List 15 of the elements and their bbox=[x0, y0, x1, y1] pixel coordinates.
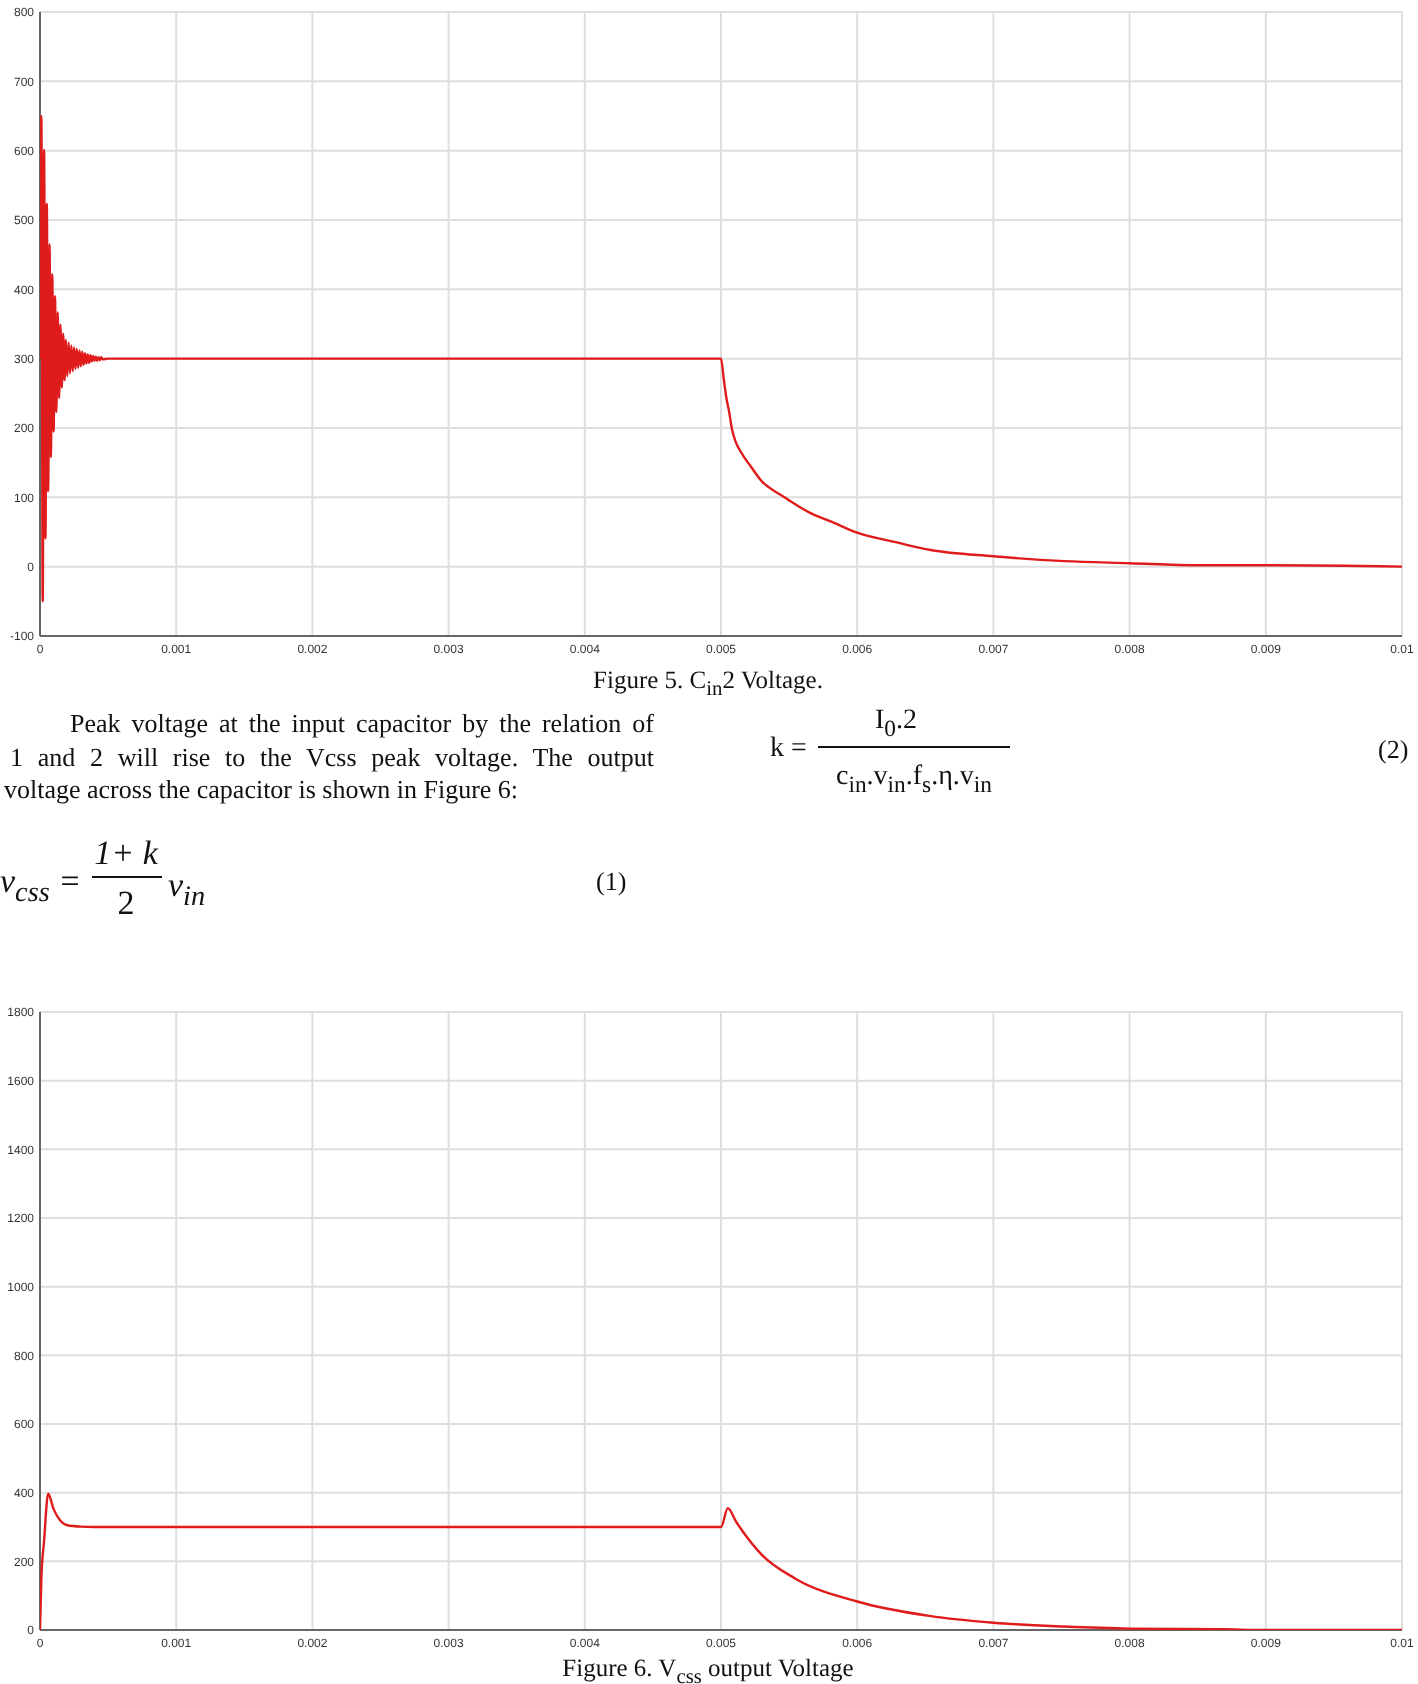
line-series bbox=[40, 114, 1402, 603]
text: (2) bbox=[1378, 734, 1409, 766]
text: Peak voltage at the input capacitor by the relation of bbox=[70, 708, 654, 740]
caption: Figure 6. V$_{css}$ output Voltage bbox=[560, 1653, 856, 1684]
text: (1) bbox=[596, 866, 627, 898]
text: v$_{in}$ bbox=[168, 865, 206, 917]
text: voltage across the capacitor is shown in Figure 6: bbox=[4, 774, 519, 806]
text: 1 and 2 will rise to the Vcss peak voltage. The output bbox=[10, 742, 654, 774]
caption: Figure 5. C$_{in}$2 Voltage. bbox=[591, 665, 825, 704]
text: 1+ k bbox=[94, 833, 158, 872]
text: 2 bbox=[117, 883, 135, 922]
text: v$_{css}$ = bbox=[0, 861, 82, 913]
text: c$_{in}$.v$_{in}$.f$_{s}$.η.v$_{in}$ bbox=[834, 761, 994, 801]
text: k = bbox=[770, 733, 807, 767]
text: I$_{0}$.2 bbox=[875, 705, 917, 741]
